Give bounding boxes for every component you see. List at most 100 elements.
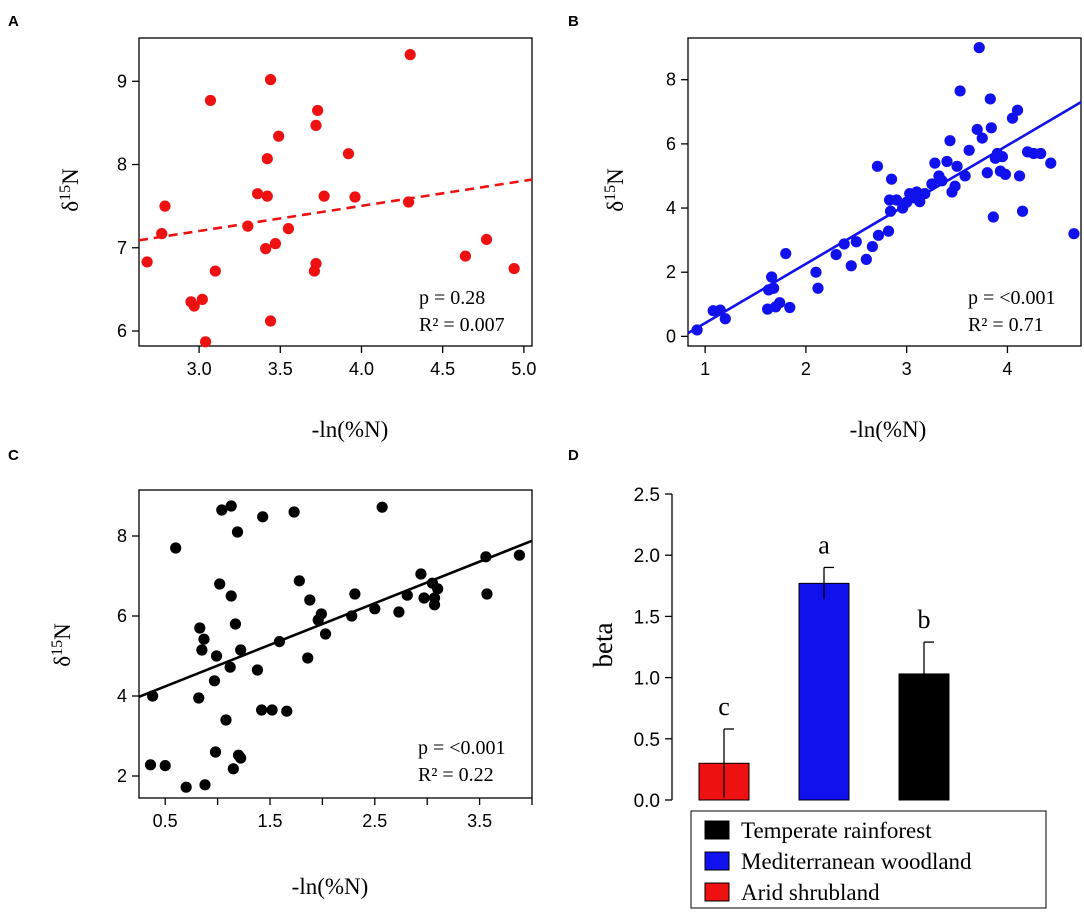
y-label-sup-a: 15 [57, 185, 74, 201]
data-point-c [401, 589, 413, 601]
data-point-c [281, 705, 293, 717]
bar-chart-marks-d: 0.0 0.5 1.0 1.5 2.0 2.5 c a b [634, 485, 950, 812]
data-point-a [264, 315, 277, 327]
fit-line-a [138, 178, 533, 242]
data-point-c [220, 714, 232, 726]
data-point-b [914, 196, 926, 208]
data-point-c [210, 650, 223, 662]
plot-frame-c [138, 489, 533, 799]
data-point-b [996, 151, 1009, 163]
data-point-b [812, 282, 824, 294]
data-point-c [196, 644, 208, 656]
bar-1 [798, 582, 850, 801]
x-tick-label-a: 3.5 [268, 359, 293, 379]
data-point-b [984, 93, 996, 105]
data-point-b [976, 132, 988, 144]
data-point-b [714, 304, 726, 316]
data-point-c [180, 781, 192, 793]
data-point-b [936, 175, 948, 187]
data-point-c [257, 511, 269, 523]
data-point-c [227, 763, 239, 775]
data-point-a [251, 188, 264, 200]
data-point-b [768, 282, 780, 294]
panel-label-d: D [568, 447, 579, 464]
data-point-c [481, 588, 493, 600]
data-point-c [208, 675, 221, 687]
data-point-b [1011, 104, 1024, 116]
y-tick-label-c: 4 [117, 686, 127, 706]
y-tick-label-d: 1.5 [634, 607, 660, 628]
data-point-c [170, 542, 182, 554]
data-point-a [209, 265, 221, 277]
stat-p-a: p = 0.28 [419, 287, 485, 309]
stat-r2-b: R² = 0.71 [968, 314, 1044, 336]
legend-d: Temperate rainforest Mediterranean woodla… [690, 810, 1047, 909]
significance-letter-1: a [818, 530, 830, 559]
x-tick-label-a: 4.0 [349, 359, 374, 379]
panel-a: A 3.0 3.5 4.0 4.5 5.0 6 7 8 9 -ln(%N) δ15N p = 0… [8, 13, 536, 442]
data-point-b [1016, 205, 1029, 217]
data-point-a [199, 336, 212, 348]
y-tick-label-a: 7 [117, 238, 127, 258]
y-tick-label-b: 8 [666, 70, 676, 90]
data-point-a [349, 191, 361, 203]
significance-letter-0: c [718, 692, 730, 721]
data-point-c [266, 704, 278, 716]
x-tick-label-c: 3.5 [467, 811, 492, 831]
data-point-c [319, 628, 332, 640]
data-point-c [199, 779, 211, 791]
data-point-b [1045, 157, 1057, 169]
data-point-c [376, 501, 388, 513]
y-tick-label-b: 6 [666, 134, 676, 154]
data-point-b [999, 168, 1012, 180]
data-point-b [860, 253, 872, 265]
data-point-a [260, 243, 272, 255]
data-point-a [264, 74, 277, 86]
data-point-c [225, 500, 237, 512]
plot-marks-b: 1 2 3 4 0 2 4 6 8 [666, 42, 1082, 379]
y-axis-label-c: δ15N [49, 623, 76, 667]
plot-marks-c: 0.5 1.5 2.5 3.5 2 4 6 8 [117, 500, 533, 831]
data-point-b [959, 170, 971, 182]
data-point-c [304, 594, 316, 606]
data-point-c [393, 606, 405, 618]
data-point-b [691, 324, 703, 336]
data-point-c [216, 504, 228, 516]
significance-letter-2: b [918, 605, 931, 634]
data-point-b [784, 301, 796, 314]
y-label-sup-b: 15 [602, 185, 619, 201]
data-point-c [231, 526, 244, 538]
x-tick-label-a: 4.5 [430, 359, 455, 379]
data-point-b [963, 144, 975, 156]
data-point-c [147, 690, 159, 702]
data-point-c [415, 568, 427, 580]
y-tick-label-a: 9 [117, 71, 127, 91]
data-point-b [951, 160, 963, 172]
data-point-a [156, 228, 168, 240]
data-point-b [774, 297, 786, 309]
data-point-a [404, 49, 416, 61]
data-point-c [144, 759, 157, 771]
data-point-c [194, 622, 206, 634]
legend-swatch-2 [704, 882, 730, 902]
data-point-a [204, 94, 217, 107]
fit-line-c [138, 539, 533, 699]
data-point-a [310, 257, 322, 270]
data-point-b [885, 173, 898, 185]
data-point-c [346, 610, 358, 622]
panel-c: C 0.5 1.5 2.5 3.5 2 4 6 8 -ln(%N) δ15N p = <0.0… [8, 447, 533, 899]
data-point-b [949, 180, 961, 192]
data-point-c [193, 692, 205, 704]
y-label-n-c: N [50, 623, 75, 640]
data-point-b [971, 123, 983, 136]
data-point-a [508, 262, 520, 275]
y-tick-label-b: 0 [666, 326, 676, 346]
stat-p-b: p = <0.001 [968, 287, 1056, 309]
stat-p-c: p = <0.001 [418, 737, 506, 759]
data-point-c [224, 661, 236, 673]
y-tick-label-c: 8 [117, 526, 127, 546]
data-point-c [159, 760, 171, 772]
y-tick-label-b: 2 [666, 262, 676, 282]
data-point-b [985, 122, 997, 134]
